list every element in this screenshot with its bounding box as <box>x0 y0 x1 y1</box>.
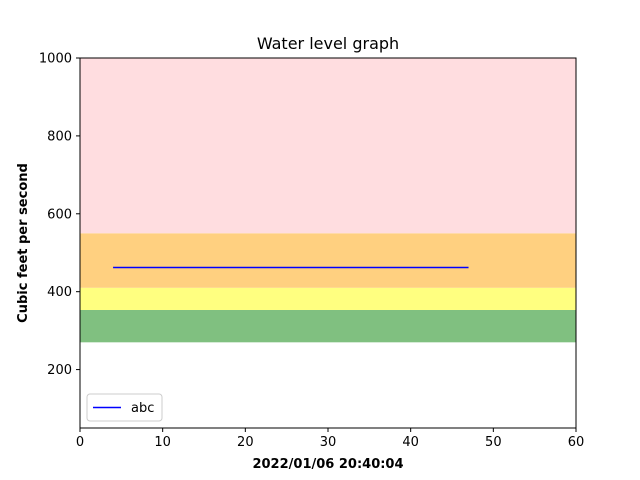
y-tick-label: 200 <box>47 363 72 378</box>
x-tick-label: 10 <box>154 435 171 450</box>
x-axis-ticks: 0 10 20 30 40 50 60 <box>76 428 584 450</box>
x-tick-label: 0 <box>76 435 84 450</box>
y-tick-label: 600 <box>47 207 72 222</box>
x-tick-label: 50 <box>485 435 502 450</box>
y-tick-label: 800 <box>47 129 72 144</box>
band-2 <box>80 233 576 288</box>
band-0 <box>80 309 576 343</box>
y-axis-ticks: 200 400 600 800 1000 <box>39 52 80 378</box>
y-axis-label: Cubic feet per second <box>16 163 31 323</box>
x-tick-label: 40 <box>402 435 419 450</box>
legend-box <box>86 393 163 422</box>
band-3 <box>80 58 576 234</box>
x-axis-label: 2022/01/06 20:40:04 <box>252 457 403 472</box>
chart-title: Water level graph <box>257 34 399 53</box>
threshold-bands <box>80 58 576 343</box>
x-tick-label: 20 <box>237 435 254 450</box>
legend: abc <box>86 393 163 422</box>
y-tick-label: 400 <box>47 285 72 300</box>
x-tick-label: 60 <box>568 435 585 450</box>
x-tick-label: 30 <box>320 435 337 450</box>
band-1 <box>80 287 576 310</box>
legend-label: abc <box>131 401 154 416</box>
y-tick-label: 1000 <box>39 52 72 67</box>
